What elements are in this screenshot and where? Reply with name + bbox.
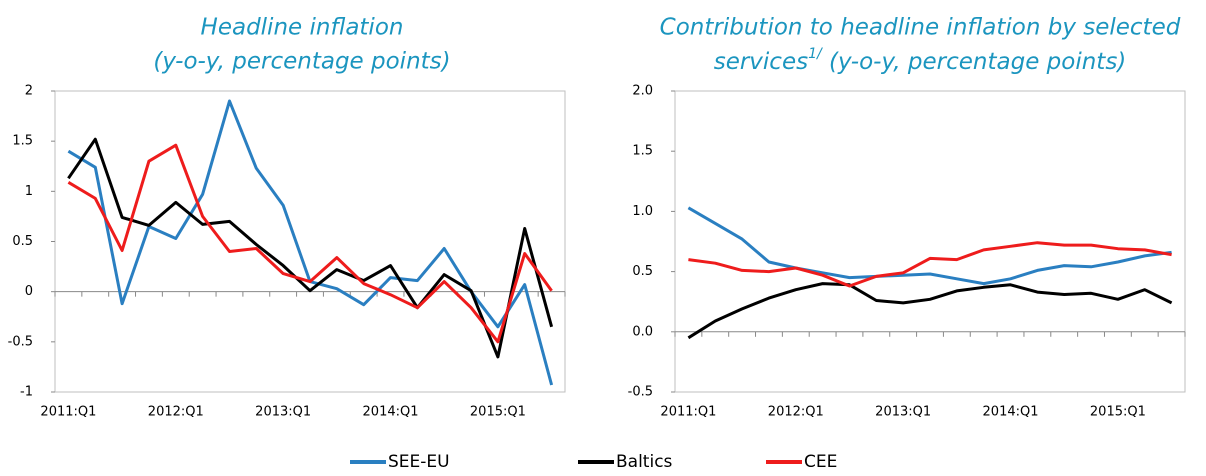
y-tick-label: 0.5	[632, 264, 653, 279]
legend-label: Baltics	[616, 452, 673, 472]
series-line	[687, 206, 1172, 286]
series-line	[67, 137, 554, 359]
y-tick-label: -0.5	[8, 334, 33, 349]
x-tick-label: 2014:Q1	[363, 405, 419, 420]
series-line	[688, 241, 1172, 288]
legend-label: SEE-EU	[388, 452, 450, 472]
x-tick-label: 2011:Q1	[40, 405, 96, 420]
y-tick-label: 2	[25, 84, 33, 99]
x-tick-label: 2013:Q1	[255, 405, 311, 420]
series-line	[67, 99, 554, 386]
x-tick-label: 2015:Q1	[1090, 405, 1146, 420]
plot-frame	[54, 90, 566, 393]
chart-title: Headline inflation	[201, 15, 404, 41]
y-tick-label: 1.5	[632, 144, 653, 159]
x-tick-label: 2013:Q1	[875, 405, 931, 420]
y-tick-label: 0.5	[12, 234, 33, 249]
y-tick-label: 2.0	[632, 84, 653, 99]
y-tick-label: -1	[20, 385, 33, 400]
y-tick-label: 0	[25, 284, 33, 299]
series-line	[687, 282, 1173, 340]
y-tick-label: 0.0	[632, 324, 653, 339]
x-tick-label: 2011:Q1	[660, 405, 716, 420]
plot-frame	[674, 90, 1186, 393]
footnote-mark: 1/	[808, 46, 823, 62]
x-tick-label: 2012:Q1	[148, 405, 204, 420]
chart-subtitle: (y-o-y, percentage points)	[829, 49, 1126, 75]
y-tick-label: 1.0	[632, 204, 653, 219]
chart-title: services	[714, 49, 808, 75]
x-tick-label: 2014:Q1	[983, 405, 1039, 420]
chart-subtitle: (y-o-y, percentage points)	[153, 49, 450, 75]
chart-title: Contribution to headline inflation by se…	[660, 15, 1181, 41]
chart-title-line: services1/ (y-o-y, percentage points)	[714, 46, 1127, 75]
x-tick-label: 2012:Q1	[768, 405, 824, 420]
y-tick-label: -0.5	[628, 385, 653, 400]
y-tick-label: 1	[25, 184, 33, 199]
x-tick-label: 2015:Q1	[470, 405, 526, 420]
legend-label: CEE	[804, 452, 837, 472]
y-tick-label: 1.5	[12, 134, 33, 149]
series-line	[67, 143, 553, 344]
